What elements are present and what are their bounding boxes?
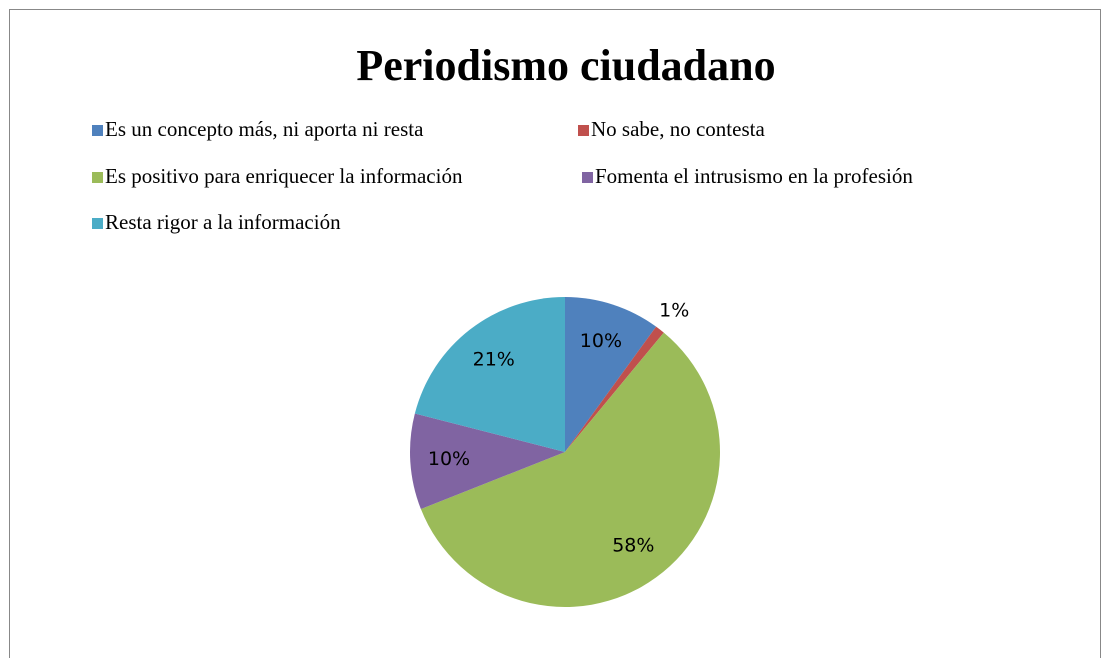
legend-label: No sabe, no contesta <box>591 117 765 141</box>
pie-slice <box>420 332 720 607</box>
legend-label: Resta rigor a la información <box>105 210 341 234</box>
pie-slice <box>410 413 565 510</box>
data-label: 58% <box>612 535 654 557</box>
pie-slice <box>414 297 565 452</box>
legend-label: Es positivo para enriquecer la informaci… <box>105 164 463 188</box>
legend-swatch <box>92 172 103 183</box>
data-label: 10% <box>580 330 622 352</box>
legend-swatch <box>582 172 593 183</box>
legend-label: Es un concepto más, ni aporta ni resta <box>105 117 424 141</box>
chart-title: Periodismo ciudadano <box>356 41 775 90</box>
legend-swatch <box>92 125 103 136</box>
pie-slice <box>565 297 657 452</box>
legend-swatch <box>92 218 103 229</box>
data-label: 21% <box>473 349 515 371</box>
data-label: 1% <box>659 300 689 322</box>
pie-slice <box>565 326 664 452</box>
data-label: 10% <box>428 448 470 470</box>
legend-label: Fomenta el intrusismo en la profesión <box>595 164 913 188</box>
legend-swatch <box>578 125 589 136</box>
